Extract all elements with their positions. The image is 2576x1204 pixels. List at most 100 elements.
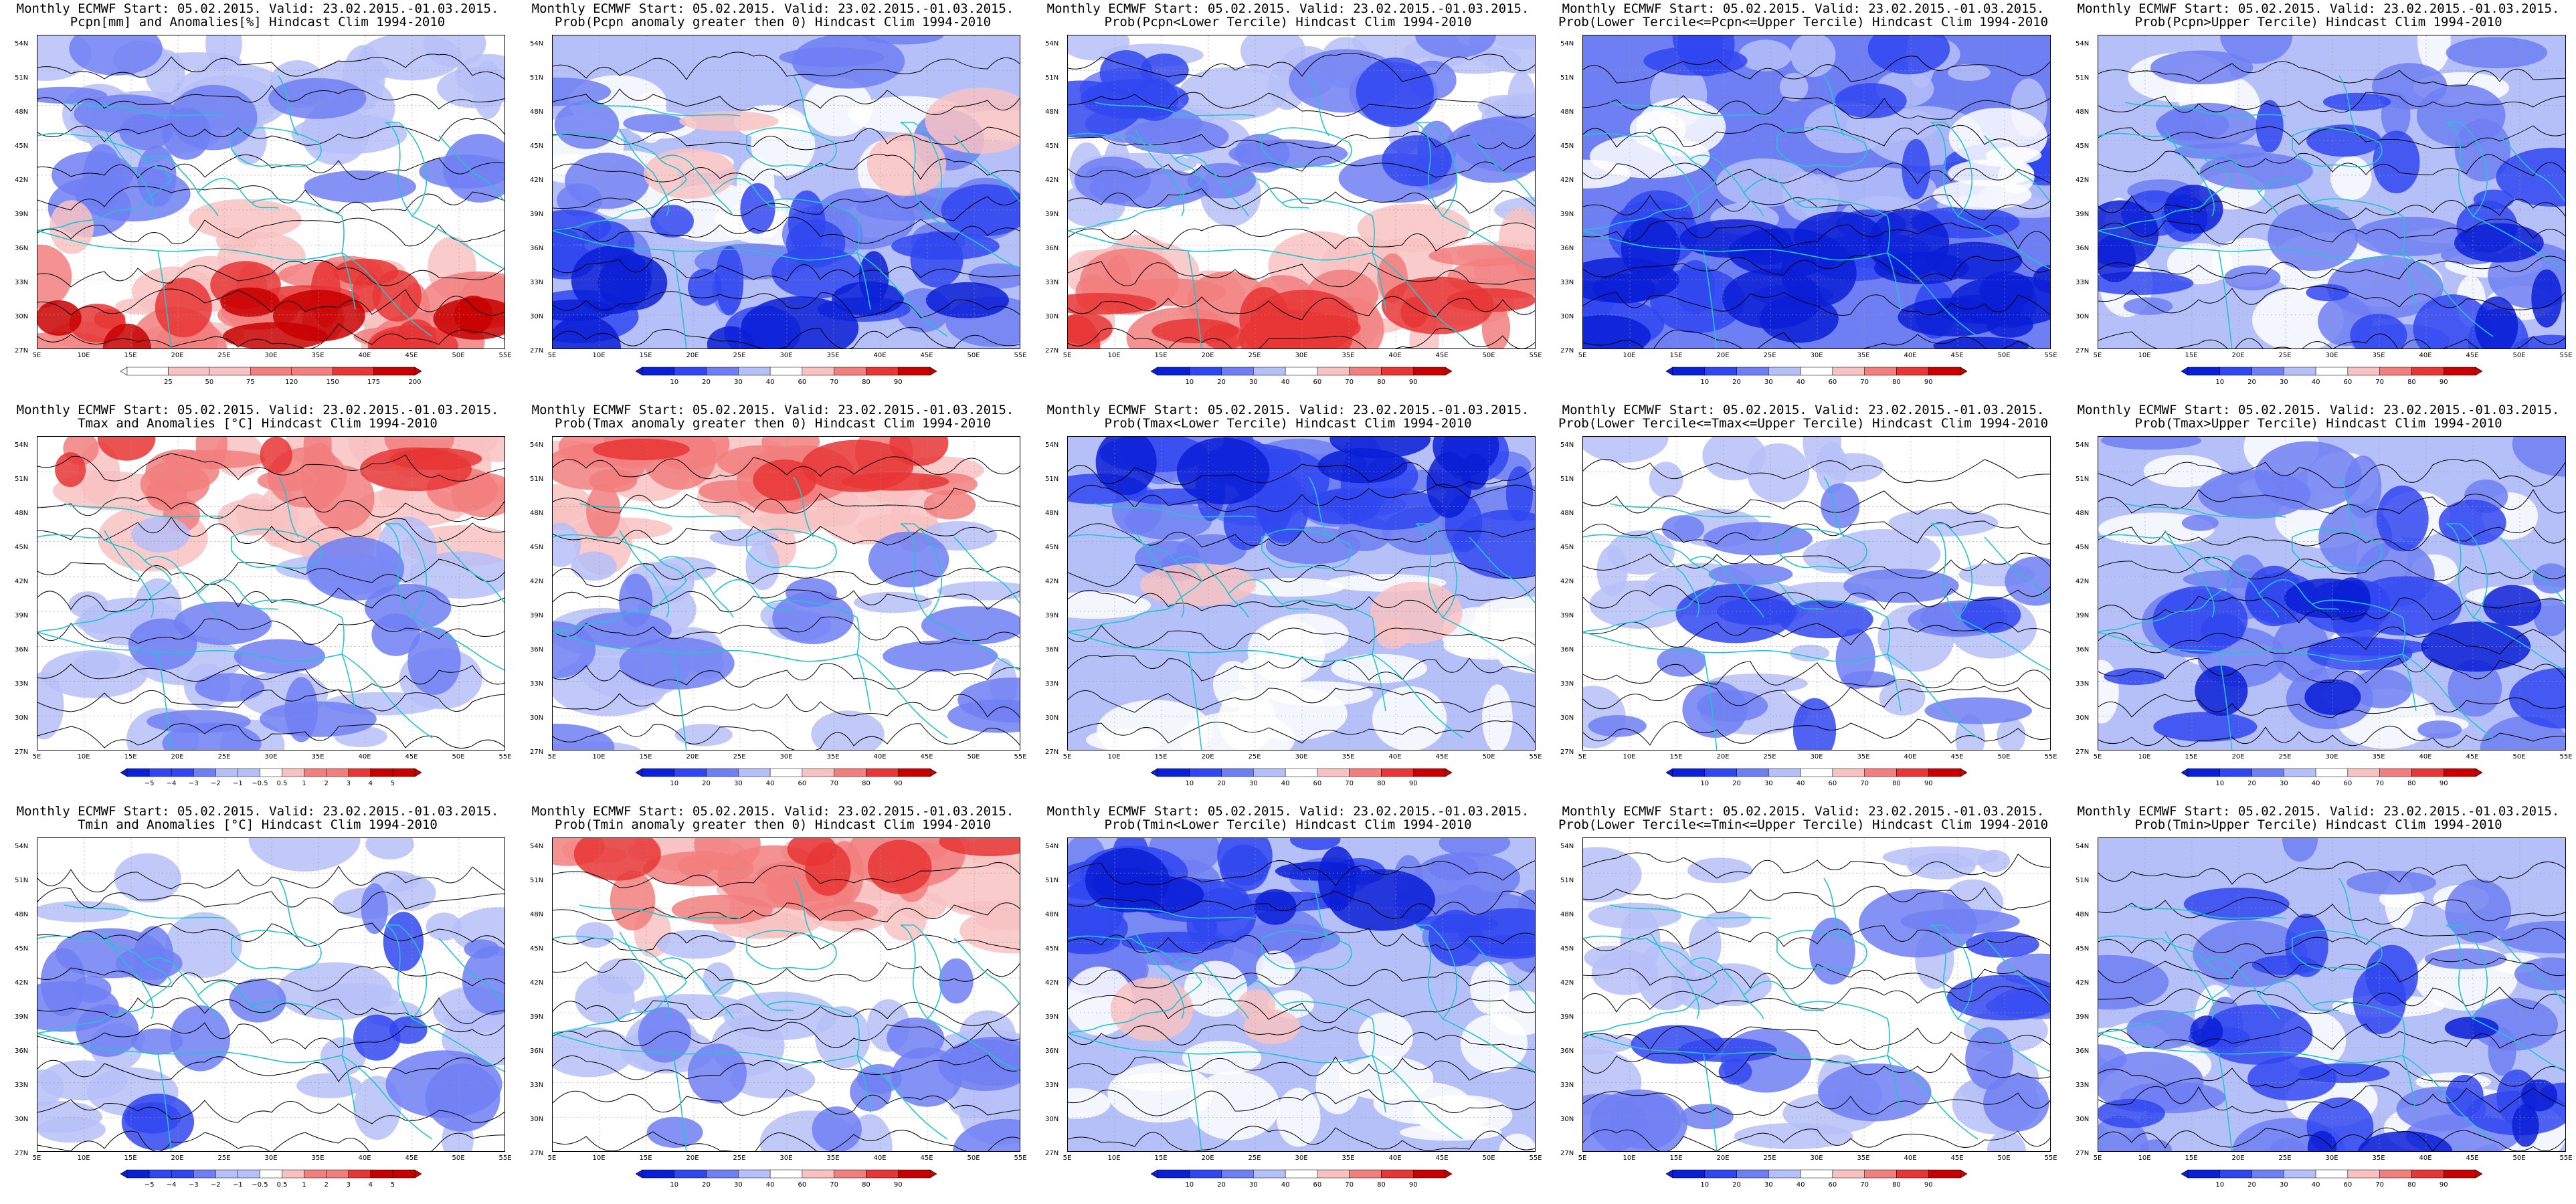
- map-panel-pcpn-3: Monthly ECMWF Start: 05.02.2015. Valid: …: [1030, 0, 1546, 401]
- colorbar-segment: [769, 1169, 803, 1179]
- lon-tick-label: 40E: [358, 1155, 371, 1162]
- anomaly-shading: [571, 551, 617, 581]
- lon-tick-label: 30E: [264, 1155, 278, 1162]
- anomaly-shading: [1357, 203, 1470, 252]
- anomaly-shading: [1888, 508, 1999, 537]
- coastline: [1228, 178, 1309, 209]
- anomaly-shading: [1948, 108, 2047, 167]
- anomaly-shading: [1507, 72, 1535, 128]
- lon-tick-label: 25E: [217, 753, 231, 761]
- lat-tick-label: 54N: [2076, 843, 2090, 850]
- lat-tick-label: 27N: [2076, 347, 2090, 355]
- anomaly-shading: [2285, 913, 2328, 977]
- colorbar-segment: [1896, 768, 1929, 777]
- anomaly-shading: [574, 612, 672, 648]
- colorbar-label: −1: [233, 1181, 243, 1189]
- lat-tick-label: 45N: [530, 142, 544, 150]
- colorbar-label: 70: [1860, 379, 1869, 386]
- coastline: [2218, 1053, 2233, 1151]
- anomaly-shading: [76, 1004, 139, 1057]
- anomaly-shading: [1793, 211, 1883, 261]
- isoline: [2098, 1085, 2565, 1114]
- anomaly-shading: [1262, 613, 1350, 657]
- colorbar-arrow: [2181, 367, 2189, 376]
- lat-tick-label: 45N: [15, 945, 29, 952]
- anomaly-shading: [1416, 914, 1499, 933]
- lat-tick-label: 39N: [530, 1013, 544, 1021]
- lat-tick-label: 27N: [2076, 748, 2090, 756]
- lon-tick-label: 10E: [1107, 1155, 1121, 1162]
- colorbar: [1665, 1169, 1968, 1179]
- lat-tick-label: 39N: [1045, 1013, 1059, 1021]
- anomaly-shading: [2417, 720, 2462, 739]
- anomaly-shading: [1583, 1032, 1635, 1055]
- lon-tick-label: 30E: [779, 1155, 793, 1162]
- anomaly-shading: [1948, 64, 1991, 81]
- lon-tick-label: 30E: [264, 753, 278, 761]
- lon-tick-label: 35E: [311, 352, 325, 359]
- anomaly-shading: [1589, 134, 1710, 179]
- anomaly-shading: [1095, 437, 1157, 496]
- lon-tick-label: 50E: [1997, 352, 2011, 359]
- lat-tick-label: 51N: [530, 74, 544, 82]
- isoline: [553, 1054, 1020, 1080]
- isoline: [553, 1000, 1020, 1026]
- map-panel-tmin-4: Monthly ECMWF Start: 05.02.2015. Valid: …: [1546, 803, 2061, 1204]
- colorbar-segment: [1864, 768, 1897, 777]
- colorbar-label: 10: [2215, 1181, 2225, 1189]
- isoline: [37, 516, 504, 544]
- isoline: [37, 1056, 504, 1082]
- colorbar-segment: [2443, 1169, 2476, 1179]
- lat-tick-label: 30N: [1045, 1116, 1059, 1123]
- colorbar-segment: [1768, 1169, 1801, 1179]
- colorbar-arrow: [1665, 367, 1673, 376]
- anomaly-shading: [353, 1014, 401, 1061]
- lon-tick-label: 35E: [2372, 352, 2385, 359]
- lat-tick-label: 51N: [2076, 476, 2090, 483]
- colorbar-segment: [1189, 367, 1222, 376]
- colorbar-segment: [215, 1169, 238, 1179]
- lon-tick-label: 50E: [967, 753, 980, 761]
- anomaly-shading: [1950, 275, 2050, 326]
- anomaly-shading: [1237, 989, 1276, 1021]
- colorbar-segment: [674, 768, 707, 777]
- coastline: [672, 651, 687, 750]
- anomaly-shading: [1946, 975, 2050, 1021]
- coastline: [438, 536, 504, 603]
- colorbar-segment: [897, 367, 931, 376]
- lon-tick-label: 25E: [1248, 352, 1261, 359]
- colorbar-label: 20: [1217, 780, 1226, 787]
- anomaly-shading: [2531, 269, 2562, 328]
- lat-tick-label: 51N: [2076, 877, 2090, 884]
- anomaly-shading: [128, 618, 197, 670]
- anomaly-shading: [2304, 679, 2361, 715]
- anomaly-shading: [1637, 941, 1695, 1011]
- colorbar-segment: [326, 768, 349, 777]
- colorbar-label: 30: [1249, 379, 1258, 386]
- lon-tick-label: 35E: [1342, 1155, 1355, 1162]
- colorbar-segment: [1896, 1169, 1929, 1179]
- lon-tick-label: 15E: [1154, 753, 1168, 761]
- map-area: [2098, 436, 2566, 750]
- lon-tick-label: 20E: [171, 352, 184, 359]
- isoline: [553, 456, 1020, 480]
- anomaly-shading: [553, 77, 612, 106]
- colorbar-label: 90: [2439, 1181, 2448, 1189]
- colorbar-arrow: [120, 768, 128, 777]
- anomaly-shading: [389, 447, 482, 470]
- coastline: [1583, 534, 1718, 633]
- colorbar-label: 75: [246, 379, 255, 386]
- coastline: [553, 132, 687, 231]
- anomaly-shading: [1932, 179, 2032, 210]
- colorbar-label: 90: [1408, 379, 1418, 386]
- colorbar-label: 175: [367, 379, 381, 386]
- coastline: [2165, 931, 2215, 1019]
- anomaly-shading: [384, 875, 436, 911]
- lon-tick-label: 50E: [1997, 1155, 2011, 1162]
- lat-tick-label: 45N: [1560, 945, 1574, 952]
- colorbar-segment: [1672, 367, 1706, 376]
- lon-tick-label: 35E: [2372, 1155, 2385, 1162]
- anomaly-shading: [2164, 185, 2223, 234]
- lat-tick-label: 30N: [1560, 1116, 1574, 1123]
- isoline: [553, 195, 1020, 221]
